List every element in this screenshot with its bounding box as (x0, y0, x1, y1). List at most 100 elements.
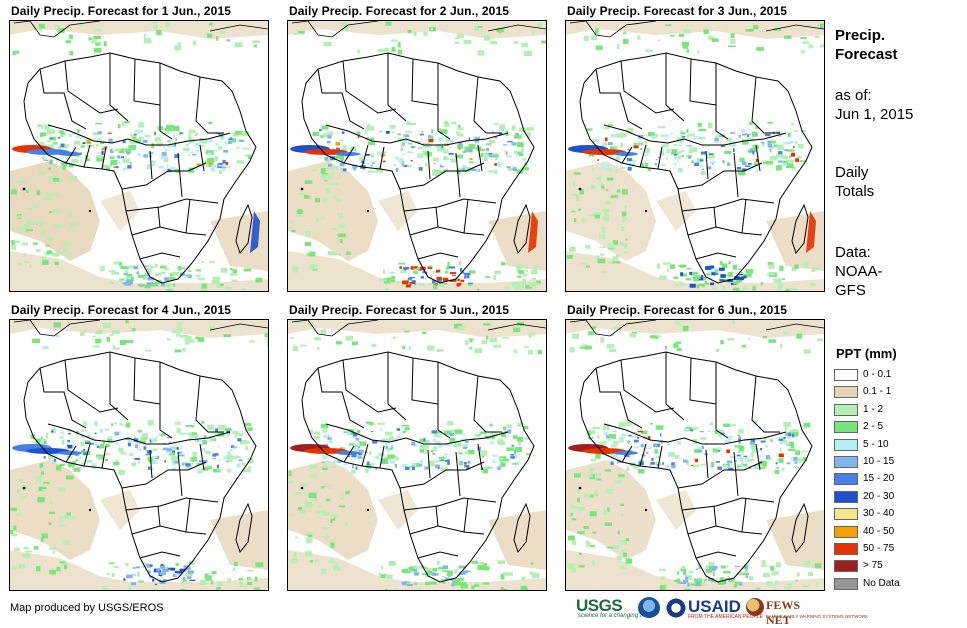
precip-cell-heavy (498, 164, 501, 167)
precip-cell-light (310, 265, 318, 270)
precip-cell-light (333, 514, 337, 519)
precip-cell-light (238, 578, 243, 580)
precip-cell-heavy (46, 133, 51, 134)
precip-cell-heavy (328, 462, 331, 465)
precip-cell-light (597, 177, 599, 180)
island-dot (89, 509, 91, 511)
precip-cell-light (310, 560, 313, 563)
sidebar-asof-line2: Jun 1, 2015 (835, 105, 913, 124)
interior-light-precip (100, 490, 140, 530)
south-storm-cell (706, 569, 712, 573)
precip-cell-light (110, 160, 117, 165)
precip-cell-light (227, 578, 231, 583)
precip-cell-light (626, 239, 628, 241)
precip-layer (10, 320, 268, 590)
precip-cell-light (338, 234, 346, 238)
precip-cell-heavy (328, 164, 332, 167)
precip-cell-heavy (342, 131, 345, 134)
south-storm-cell (696, 569, 699, 570)
precip-cell-light (247, 441, 250, 444)
precip-cell-heavy (733, 148, 735, 152)
precip-cell-light (514, 41, 519, 44)
precip-cell-light (416, 589, 421, 590)
precip-cell-light (780, 344, 782, 349)
precip-cell-light (198, 337, 205, 342)
precip-cell-light (628, 128, 634, 132)
precip-cell-light (625, 217, 627, 221)
precip-cell-light (463, 40, 471, 44)
precip-cell-light (500, 589, 506, 590)
precip-cell-light (208, 122, 212, 125)
precip-cell-light (720, 261, 723, 265)
south-storm-cell (134, 266, 139, 269)
precip-cell-light (458, 125, 461, 128)
precip-cell-light (18, 263, 22, 265)
south-storm-cell (421, 276, 424, 279)
precip-cell-light (37, 221, 44, 225)
precip-cell-heavy (201, 442, 203, 445)
precip-cell-light (69, 212, 73, 217)
precip-cell-heavy (215, 150, 218, 152)
precip-cell-light (216, 587, 221, 590)
precip-cell-light (782, 278, 785, 280)
south-storm-cell (160, 565, 165, 569)
precip-layer (10, 21, 268, 291)
legend-item: 2 - 5 (834, 419, 908, 436)
precip-cell-heavy (209, 162, 213, 165)
noaa-logo-icon (638, 597, 660, 619)
precip-cell-light (220, 31, 225, 34)
precip-cell-heavy (762, 143, 765, 147)
precip-cell-light (711, 462, 714, 467)
precip-cell-light (686, 129, 688, 133)
precip-cell-heavy (179, 433, 185, 436)
south-storm-cell (189, 580, 195, 581)
south-storm-cell (131, 582, 136, 585)
precip-cell-light (571, 513, 573, 516)
precip-cell-light (627, 466, 630, 471)
precip-cell-light (486, 143, 491, 145)
precip-cell-light (600, 254, 604, 256)
precip-cell-light (618, 474, 625, 477)
south-storm-cell (407, 584, 413, 586)
precip-cell-light (522, 43, 528, 48)
precip-cell-light (60, 561, 66, 563)
legend-swatch (834, 543, 858, 555)
country-border (438, 63, 450, 139)
precip-cell-light (603, 510, 608, 515)
precip-cell-light (623, 553, 627, 558)
forecast-panel-6: Daily Precip. Forecast for 6 Jun., 2015 (565, 303, 827, 593)
precip-cell-light (152, 164, 156, 166)
precip-cell-light (342, 147, 347, 150)
south-storm-cell (735, 566, 740, 567)
precip-cell-light (27, 208, 33, 210)
precip-cell-heavy (407, 165, 412, 167)
precip-cell-heavy (343, 464, 348, 465)
precip-cell-light (174, 350, 181, 353)
precip-cell-light (295, 492, 301, 495)
precip-cell-heavy (786, 142, 790, 145)
precip-cell-heavy (156, 436, 158, 438)
precip-cell-light (637, 35, 640, 40)
precip-cell-light (217, 581, 222, 586)
precip-cell-light (423, 32, 427, 36)
west-coast-tail (58, 152, 82, 156)
precip-cell-light (524, 346, 529, 348)
precip-cell-heavy (402, 165, 404, 167)
precip-cell-heavy (182, 463, 184, 466)
precip-cell-heavy (199, 461, 202, 463)
precip-cell-light (49, 570, 56, 575)
precip-cell-light (265, 333, 268, 337)
south-storm-cell (144, 266, 149, 267)
precip-cell-light (68, 517, 75, 520)
precip-cell-light (370, 138, 374, 141)
precip-cell-light (574, 172, 581, 174)
precip-cell-heavy (431, 129, 433, 133)
precip-cell-light (605, 469, 611, 471)
precip-cell-light (723, 424, 730, 428)
precip-cell-light (803, 561, 810, 566)
precip-cell-heavy (383, 459, 385, 462)
precip-cell-light (469, 161, 474, 163)
precip-cell-light (369, 451, 372, 455)
precip-cell-light (80, 442, 84, 447)
precip-cell-heavy (792, 434, 794, 437)
